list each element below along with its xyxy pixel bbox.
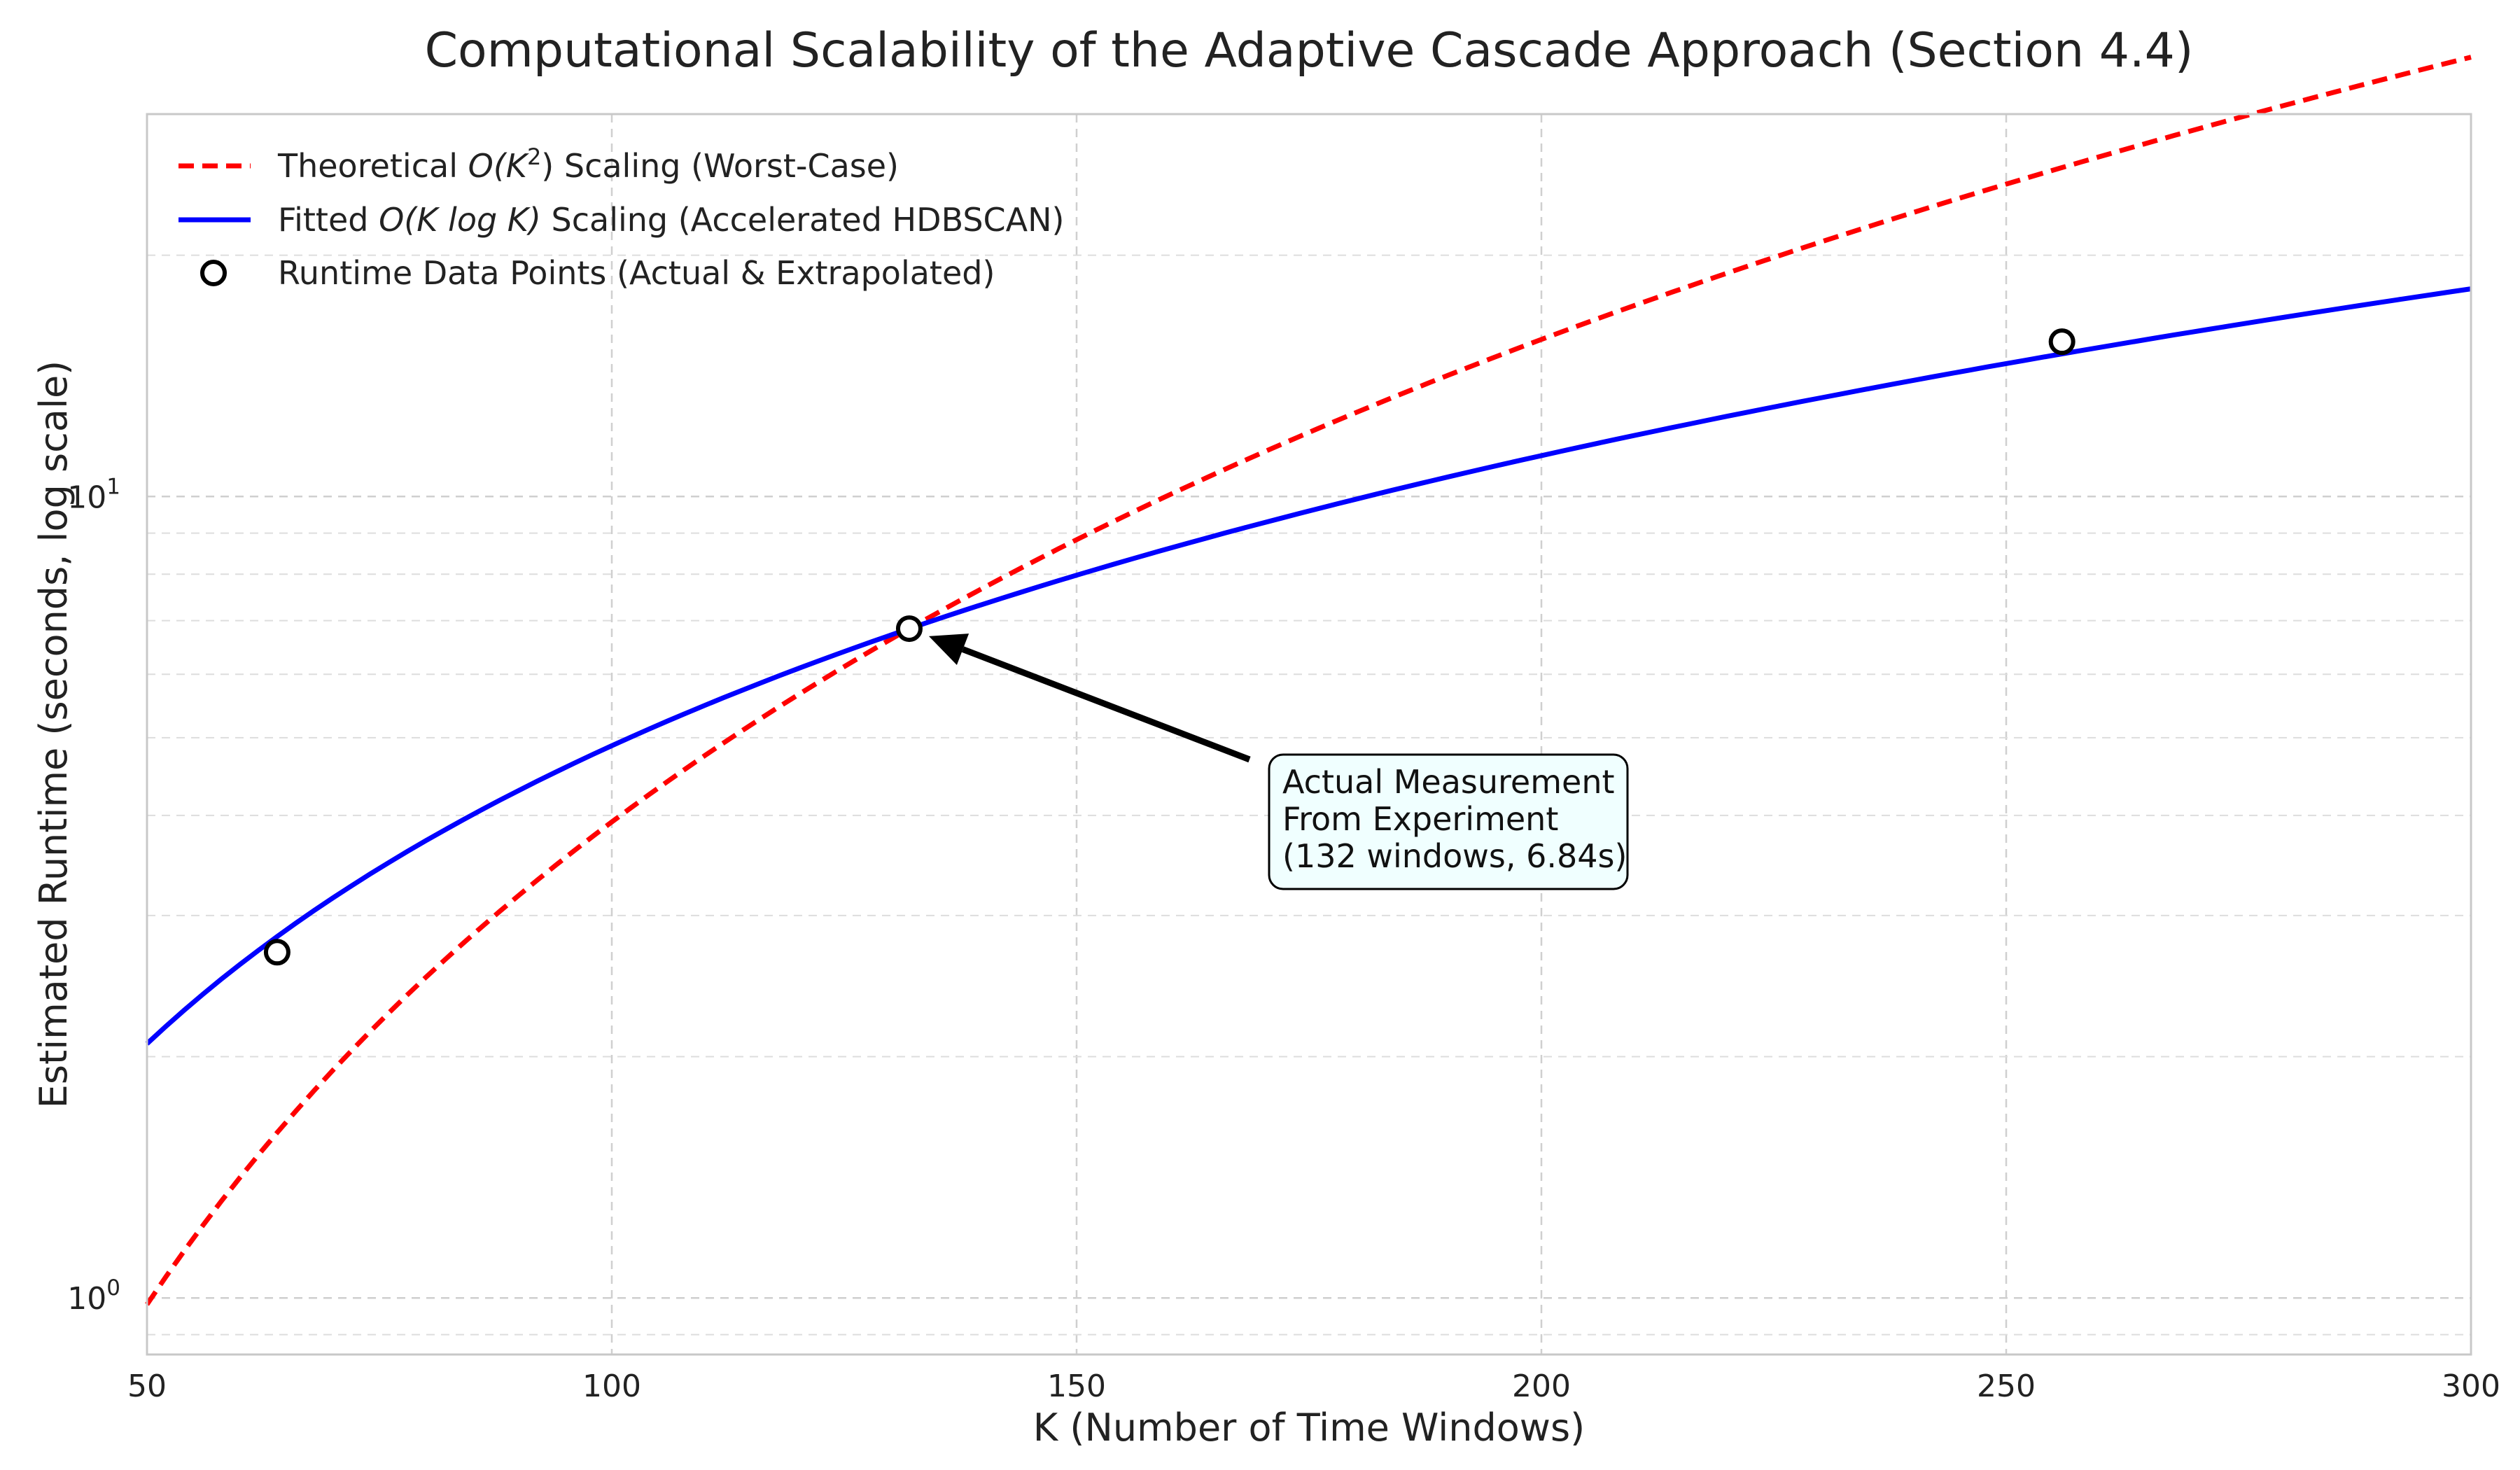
x-tick-label: 150 bbox=[1047, 1368, 1106, 1404]
legend-label: Fitted O(K log K) Scaling (Accelerated H… bbox=[278, 201, 1064, 239]
annotation-text-line: (132 windows, 6.84s) bbox=[1282, 837, 1627, 875]
legend-label: Runtime Data Points (Actual & Extrapolat… bbox=[278, 254, 995, 292]
x-tick-label: 250 bbox=[1977, 1368, 2036, 1404]
grid bbox=[146, 114, 2472, 1354]
series-line-theoretical-k2 bbox=[145, 55, 2472, 1306]
annotation-text-line: From Experiment bbox=[1282, 800, 1558, 838]
y-axis-label: Estimated Runtime (seconds, log scale) bbox=[31, 360, 76, 1108]
x-tick-label: 50 bbox=[127, 1368, 167, 1404]
series-layer bbox=[145, 55, 2472, 1306]
axis-labels: Computational Scalability of the Adaptiv… bbox=[31, 23, 2193, 1450]
y-tick-label: 101 bbox=[67, 474, 120, 515]
plot-border bbox=[146, 113, 2472, 1356]
chart-title: Computational Scalability of the Adaptiv… bbox=[425, 23, 2194, 78]
plot-background bbox=[147, 114, 2471, 1354]
tick-labels: 50 100 150 200 250 300 100 101 bbox=[67, 474, 2500, 1404]
x-tick-label: 200 bbox=[1512, 1368, 1571, 1404]
data-point-marker bbox=[263, 939, 290, 966]
legend-label: Theoretical O(K2) Scaling (Worst-Case) bbox=[277, 144, 899, 185]
annotation-text-line: Actual Measurement bbox=[1282, 763, 1615, 801]
y-tick-label: 100 bbox=[67, 1275, 120, 1317]
x-tick-label: 300 bbox=[2442, 1368, 2500, 1404]
data-point-marker bbox=[2048, 328, 2076, 356]
legend: Theoretical O(K2) Scaling (Worst-Case) Fi… bbox=[178, 144, 1064, 292]
series-line-fitted-klogk bbox=[145, 286, 2472, 1046]
x-tick-label: 100 bbox=[582, 1368, 641, 1404]
legend-marker-data-points bbox=[200, 260, 227, 286]
plot-frame bbox=[146, 113, 2472, 1356]
x-axis-label: K (Number of Time Windows) bbox=[1033, 1406, 1585, 1450]
annotation-box bbox=[1268, 753, 1629, 890]
annotation-arrow-head bbox=[928, 634, 969, 665]
data-point-marker bbox=[895, 615, 923, 643]
annotation-arrow-shaft bbox=[961, 646, 1251, 763]
